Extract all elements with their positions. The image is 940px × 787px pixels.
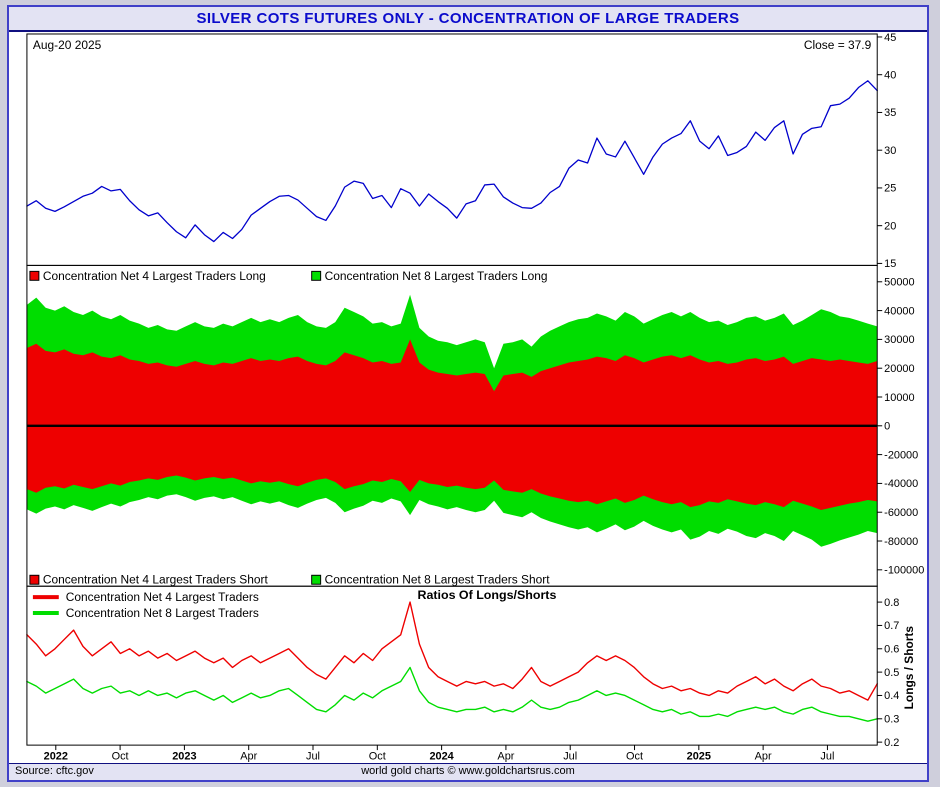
svg-text:10000: 10000 xyxy=(884,392,914,404)
svg-text:2023: 2023 xyxy=(172,751,196,763)
price-panel-annotations: Aug-20 2025 Close = 37.9 xyxy=(33,38,872,52)
net-long-legend: Concentration Net 4 Largest Traders Long… xyxy=(29,269,548,283)
net4-short-swatch xyxy=(29,574,40,585)
svg-text:40000: 40000 xyxy=(884,305,914,317)
svg-text:-100000: -100000 xyxy=(884,565,924,577)
svg-text:-60000: -60000 xyxy=(884,507,918,519)
svg-text:20: 20 xyxy=(884,220,896,232)
net4-short-area xyxy=(26,425,878,511)
net8-ratio-legend-label: Concentration Net 8 Largest Traders xyxy=(66,606,259,620)
svg-text:0.4: 0.4 xyxy=(884,690,899,702)
svg-text:15: 15 xyxy=(884,258,896,270)
svg-text:45: 45 xyxy=(884,32,896,44)
svg-text:Oct: Oct xyxy=(112,751,129,763)
svg-text:Oct: Oct xyxy=(369,751,386,763)
svg-text:0.6: 0.6 xyxy=(884,644,899,656)
net8-short-swatch xyxy=(311,574,322,585)
svg-text:Oct: Oct xyxy=(626,751,643,763)
net4-ratio-line xyxy=(26,601,878,701)
svg-text:0.5: 0.5 xyxy=(884,667,899,679)
svg-text:0.2: 0.2 xyxy=(884,737,899,749)
svg-text:30000: 30000 xyxy=(884,334,914,346)
net4-long-legend-label: Concentration Net 4 Largest Traders Long xyxy=(43,269,266,283)
net8-long-legend-label: Concentration Net 8 Largest Traders Long xyxy=(325,269,548,283)
svg-text:0.3: 0.3 xyxy=(884,714,899,726)
svg-text:-20000: -20000 xyxy=(884,449,918,461)
close-value-label: Close = 37.9 xyxy=(804,38,872,52)
footer: Source: cftc.gov world gold charts © www… xyxy=(9,763,927,780)
svg-text:Apr: Apr xyxy=(240,751,257,763)
svg-text:Jul: Jul xyxy=(820,751,834,763)
ratio-legend: Concentration Net 4 Largest Traders Conc… xyxy=(32,590,259,620)
svg-text:Jul: Jul xyxy=(306,751,320,763)
svg-text:Apr: Apr xyxy=(497,751,514,763)
chart-canvas: 45 40 35 30 25 20 15 50000 40000 30000 20000 10000 0… xyxy=(26,32,924,763)
svg-text:20000: 20000 xyxy=(884,363,914,375)
svg-text:-80000: -80000 xyxy=(884,536,918,548)
svg-text:-40000: -40000 xyxy=(884,478,918,490)
svg-text:Apr: Apr xyxy=(755,751,772,763)
net8-short-legend-label: Concentration Net 8 Largest Traders Shor… xyxy=(325,573,551,587)
ratio-panel-title: Ratios Of Longs/Shorts xyxy=(417,588,556,602)
net8-ratio-line xyxy=(26,666,878,722)
svg-text:Jul: Jul xyxy=(563,751,577,763)
net4-long-area xyxy=(26,339,878,426)
report-date-label: Aug-20 2025 xyxy=(33,38,102,52)
svg-text:30: 30 xyxy=(884,145,896,157)
silver-price-line xyxy=(26,80,878,243)
net-short-legend: Concentration Net 4 Largest Traders Shor… xyxy=(29,573,551,587)
net4-short-legend-label: Concentration Net 4 Largest Traders Shor… xyxy=(43,573,269,587)
source-label: Source: cftc.gov xyxy=(15,765,94,777)
svg-text:40: 40 xyxy=(884,69,896,81)
credit-label: world gold charts © www.goldchartsrus.co… xyxy=(361,765,575,777)
svg-text:2024: 2024 xyxy=(429,751,454,763)
net8-long-swatch xyxy=(311,270,322,281)
svg-text:35: 35 xyxy=(884,107,896,119)
net4-ratio-legend-label: Concentration Net 4 Largest Traders xyxy=(66,590,259,604)
svg-text:0.7: 0.7 xyxy=(884,620,899,632)
net4-long-swatch xyxy=(29,270,40,281)
chart-title: SILVER COTS FUTURES ONLY - CONCENTRATION… xyxy=(196,10,740,27)
chart-plots: 45 40 35 30 25 20 15 50000 40000 30000 20000 10000 0… xyxy=(26,32,924,763)
svg-text:25: 25 xyxy=(884,183,896,195)
svg-text:2022: 2022 xyxy=(44,751,68,763)
svg-text:0: 0 xyxy=(884,421,890,433)
svg-text:0.8: 0.8 xyxy=(884,597,899,609)
ratio-y-axis-label: Longs / Shorts xyxy=(902,626,916,710)
svg-text:50000: 50000 xyxy=(884,277,914,289)
chart-frame: SILVER COTS FUTURES ONLY - CONCENTRATION… xyxy=(7,5,929,782)
title-bar: SILVER COTS FUTURES ONLY - CONCENTRATION… xyxy=(9,7,927,32)
svg-text:2025: 2025 xyxy=(687,751,711,763)
